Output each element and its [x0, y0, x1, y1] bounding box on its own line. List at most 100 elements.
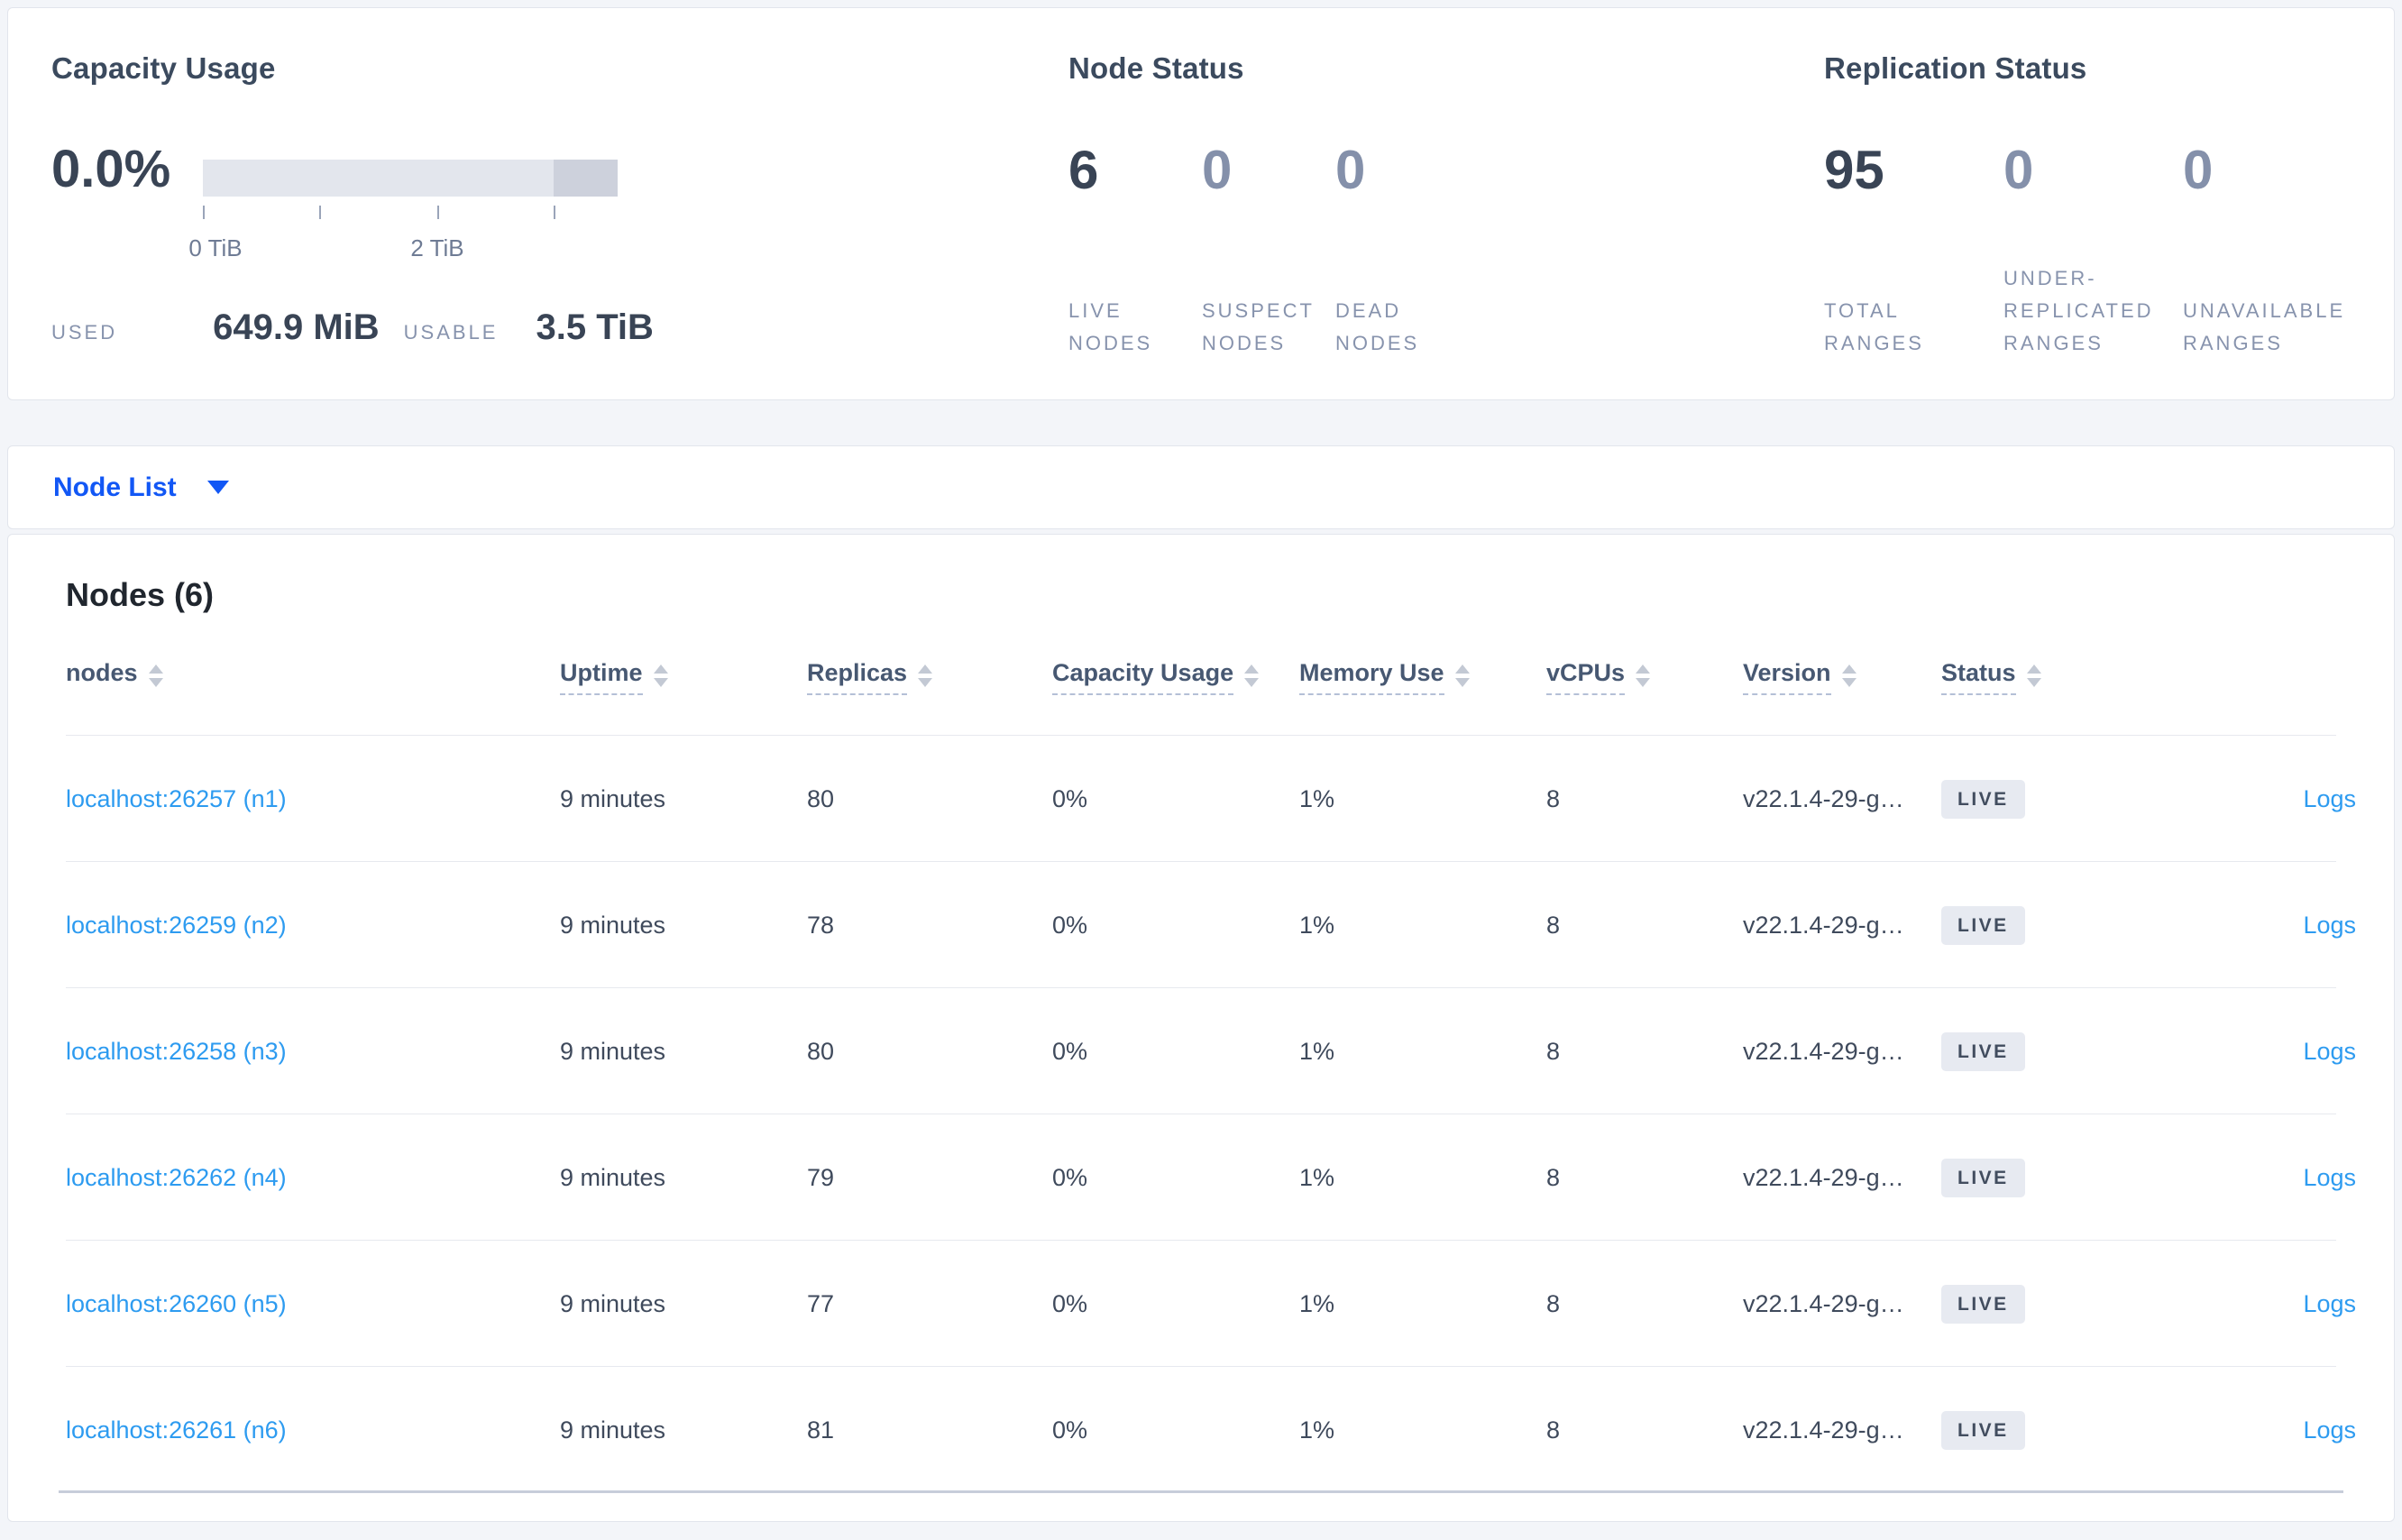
- capacity-bar-track: [203, 160, 618, 197]
- status-badge: LIVE: [1941, 779, 2025, 819]
- node-link[interactable]: localhost:26260 (n5): [66, 1289, 287, 1317]
- replicas-cell: 77: [807, 1289, 835, 1317]
- capacity-usage-title: Capacity Usage: [51, 51, 276, 85]
- suspect-nodes-stat: 0 SUSPECT NODES: [1202, 143, 1335, 360]
- total-ranges-label: TOTAL RANGES: [1824, 299, 1924, 354]
- version-cell: v22.1.4-29-g…: [1743, 1416, 1904, 1444]
- tick-label-2tib: 2 TiB: [410, 234, 464, 261]
- under-replicated-ranges-label: UNDER-REPLICATED RANGES: [2003, 267, 2154, 354]
- table-row: localhost:26260 (n5) 9 minutes 77 0% 1% …: [8, 1241, 2394, 1367]
- capacity-bar-reserved-segment: [554, 160, 618, 197]
- vcpus-cell: 8: [1546, 1416, 1561, 1444]
- dead-nodes-stat: 0 DEAD NODES: [1335, 143, 1469, 360]
- logs-link[interactable]: Logs: [2303, 1289, 2356, 1317]
- unavailable-ranges-stat: 0 UNAVAILABLE RANGES: [2183, 143, 2362, 360]
- vcpus-cell: 8: [1546, 1289, 1561, 1317]
- vcpus-cell: 8: [1546, 1163, 1561, 1191]
- status-badge: LIVE: [1941, 1410, 2025, 1450]
- sort-icon[interactable]: [1454, 665, 1470, 687]
- version-cell: v22.1.4-29-g…: [1743, 1163, 1904, 1191]
- status-badge: LIVE: [1941, 1284, 2025, 1324]
- dead-nodes-label: DEAD NODES: [1335, 299, 1420, 354]
- sort-icon[interactable]: [653, 665, 668, 687]
- uptime-cell: 9 minutes: [560, 784, 666, 812]
- total-ranges-value: 95: [1824, 140, 1884, 200]
- nodes-table-body: localhost:26257 (n1) 9 minutes 80 0% 1% …: [8, 736, 2394, 1493]
- version-cell: v22.1.4-29-g…: [1743, 784, 1904, 812]
- logs-link[interactable]: Logs: [2303, 1037, 2356, 1065]
- chevron-down-icon: [206, 481, 229, 494]
- uptime-cell: 9 minutes: [560, 1416, 666, 1444]
- version-cell: v22.1.4-29-g…: [1743, 1289, 1904, 1317]
- unavailable-ranges-label: UNAVAILABLE RANGES: [2183, 299, 2346, 354]
- capacity-cell: 0%: [1052, 1037, 1088, 1065]
- total-ranges-stat: 95 TOTAL RANGES: [1824, 143, 2003, 360]
- sort-icon[interactable]: [1244, 665, 1260, 687]
- dead-nodes-value: 0: [1335, 140, 1366, 200]
- replicas-cell: 78: [807, 911, 835, 939]
- column-header-status[interactable]: Status: [1941, 659, 2165, 695]
- under-replicated-ranges-value: 0: [2003, 140, 2034, 200]
- uptime-cell: 9 minutes: [560, 1163, 666, 1191]
- sort-icon[interactable]: [1841, 665, 1857, 687]
- memory-cell: 1%: [1299, 1037, 1335, 1065]
- node-link[interactable]: localhost:26258 (n3): [66, 1037, 287, 1065]
- capacity-cell: 0%: [1052, 1289, 1088, 1317]
- capacity-cell: 0%: [1052, 1416, 1088, 1444]
- column-header-label: Memory Use: [1299, 659, 1444, 695]
- column-header-label: Version: [1743, 659, 1831, 695]
- column-header-label: Capacity Usage: [1052, 659, 1234, 695]
- sort-icon[interactable]: [1636, 665, 1651, 687]
- header-divider: [66, 735, 2336, 736]
- column-header-nodes[interactable]: nodes: [66, 659, 560, 693]
- memory-cell: 1%: [1299, 1163, 1335, 1191]
- column-header-uptime[interactable]: Uptime: [560, 659, 807, 695]
- version-cell: v22.1.4-29-g…: [1743, 1037, 1904, 1065]
- tick-mark: [437, 206, 439, 219]
- logs-link[interactable]: Logs: [2303, 911, 2356, 939]
- usable-value: 3.5 TiB: [536, 307, 654, 347]
- column-header-label: Replicas: [807, 659, 908, 695]
- logs-link[interactable]: Logs: [2303, 1163, 2356, 1191]
- status-badge: LIVE: [1941, 1158, 2025, 1197]
- uptime-cell: 9 minutes: [560, 1289, 666, 1317]
- node-list-dropdown[interactable]: Node List: [8, 446, 2394, 528]
- node-link[interactable]: localhost:26259 (n2): [66, 911, 287, 939]
- uptime-cell: 9 minutes: [560, 911, 666, 939]
- column-header-memory-use[interactable]: Memory Use: [1299, 659, 1546, 695]
- under-replicated-ranges-stat: 0 UNDER-REPLICATED RANGES: [2003, 143, 2183, 360]
- status-badge: LIVE: [1941, 1031, 2025, 1071]
- table-row: localhost:26262 (n4) 9 minutes 79 0% 1% …: [8, 1114, 2394, 1241]
- node-link[interactable]: localhost:26262 (n4): [66, 1163, 287, 1191]
- nodes-table-card: Nodes (6) nodes Uptime Replicas Capacity…: [7, 534, 2395, 1522]
- replicas-cell: 80: [807, 1037, 835, 1065]
- tick-mark: [203, 206, 205, 219]
- replicas-cell: 81: [807, 1416, 835, 1444]
- sort-icon[interactable]: [2026, 665, 2041, 687]
- nodes-table-title: Nodes (6): [66, 576, 215, 613]
- suspect-nodes-label: SUSPECT NODES: [1202, 299, 1315, 354]
- node-link[interactable]: localhost:26261 (n6): [66, 1416, 287, 1444]
- table-row: localhost:26258 (n3) 9 minutes 80 0% 1% …: [8, 988, 2394, 1114]
- live-nodes-value: 6: [1068, 140, 1099, 200]
- memory-cell: 1%: [1299, 784, 1335, 812]
- replication-status-title: Replication Status: [1824, 51, 2087, 85]
- node-link[interactable]: localhost:26257 (n1): [66, 784, 287, 812]
- logs-link[interactable]: Logs: [2303, 784, 2356, 812]
- sort-icon[interactable]: [918, 665, 933, 687]
- tick-mark: [319, 206, 321, 219]
- used-value: 649.9 MiB: [213, 307, 380, 347]
- column-header-version[interactable]: Version: [1743, 659, 1941, 695]
- column-header-capacity-usage[interactable]: Capacity Usage: [1052, 659, 1299, 695]
- used-label: USED: [51, 321, 118, 344]
- capacity-cell: 0%: [1052, 784, 1088, 812]
- node-list-dropdown-label[interactable]: Node List: [53, 472, 177, 502]
- logs-link[interactable]: Logs: [2303, 1416, 2356, 1444]
- table-row: localhost:26261 (n6) 9 minutes 81 0% 1% …: [8, 1367, 2394, 1493]
- column-header-replicas[interactable]: Replicas: [807, 659, 1052, 695]
- column-header-vcpus[interactable]: vCPUs: [1546, 659, 1743, 695]
- column-header-label: vCPUs: [1546, 659, 1626, 695]
- capacity-cell: 0%: [1052, 911, 1088, 939]
- live-nodes-stat: 6 LIVE NODES: [1068, 143, 1202, 360]
- sort-icon[interactable]: [148, 665, 163, 687]
